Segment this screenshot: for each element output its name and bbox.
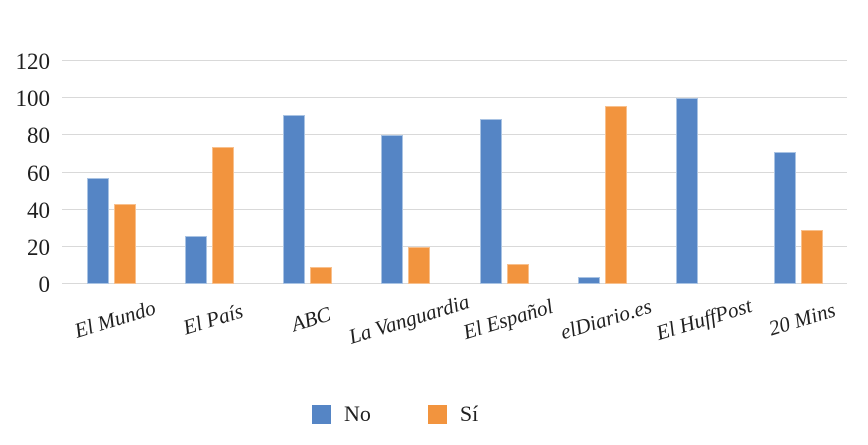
x-axis-label-el-espa-ol: El Español <box>459 293 556 345</box>
legend-item-si[interactable]: Sí <box>427 401 479 426</box>
bar-no-el-espa-ol[interactable] <box>480 118 502 284</box>
bar-no-abc[interactable] <box>283 114 305 284</box>
legend-swatch-no-icon <box>312 404 331 424</box>
y-axis-label-120: 120 <box>15 49 51 74</box>
legend-label-no: No <box>344 401 371 426</box>
bar-si-abc[interactable] <box>310 267 332 284</box>
gridline-80 <box>62 134 847 136</box>
legend-swatch-si-icon <box>427 404 447 424</box>
bar-no-el-pa-s[interactable] <box>185 235 207 284</box>
y-axis-label-80: 80 <box>27 123 50 149</box>
bar-si-el-mundo[interactable] <box>114 204 136 284</box>
y-axis-label-40: 40 <box>27 197 50 223</box>
x-axis-label-el-huffpost: El HuffPost <box>653 293 755 345</box>
y-axis-label-100: 100 <box>15 86 51 112</box>
bar-si-eldiario-es[interactable] <box>605 105 627 284</box>
legend-label-si: Sí <box>459 401 479 426</box>
gridline-0 <box>62 283 847 284</box>
bar-no-el-huffpost[interactable] <box>676 98 698 284</box>
gridline-60 <box>62 171 847 173</box>
x-axis-label-eldiario-es: elDiario.es <box>557 293 655 345</box>
y-axis-label-60: 60 <box>27 160 50 186</box>
x-axis-label-20-mins: 20 Mins <box>765 297 839 341</box>
legend-item-no[interactable]: No <box>312 403 371 425</box>
x-axis-label-el-mundo: El Mundo <box>71 295 159 343</box>
bar-si-el-espa-ol[interactable] <box>507 263 529 284</box>
bar-no-la-vanguardia[interactable] <box>381 135 403 284</box>
y-axis-label-0: 0 <box>38 272 51 297</box>
bar-si-el-pa-s[interactable] <box>212 146 234 284</box>
bar-si-20-mins[interactable] <box>801 230 823 284</box>
x-axis-label-el-pa-s: El País <box>180 298 246 340</box>
x-axis-label-la-vanguardia: La Vanguardia <box>346 289 473 349</box>
x-axis-label-abc: ABC <box>288 301 334 337</box>
gridline-120 <box>62 60 847 61</box>
bar-si-la-vanguardia[interactable] <box>408 246 430 284</box>
legend: No Sí <box>312 403 478 425</box>
plot-area <box>62 60 847 284</box>
bar-no-20-mins[interactable] <box>774 152 796 284</box>
bar-no-eldiario-es[interactable] <box>578 276 600 284</box>
gridline-40 <box>62 208 847 210</box>
gridline-20 <box>62 245 847 247</box>
gridline-100 <box>62 97 847 99</box>
y-axis-label-20: 20 <box>27 234 50 260</box>
bar-no-el-mundo[interactable] <box>87 178 109 284</box>
